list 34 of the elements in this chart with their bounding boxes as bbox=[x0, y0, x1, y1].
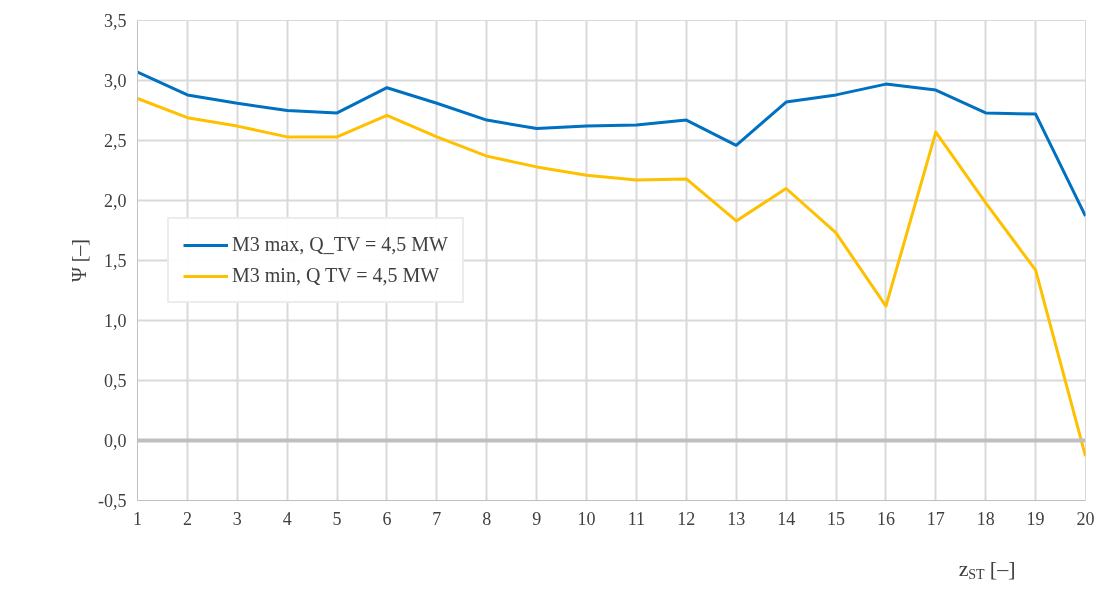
line-series bbox=[137, 97, 1086, 458]
legend-label: M3 min, Q TV = 4,5 MW bbox=[232, 264, 440, 287]
x-tick-label: 7 bbox=[432, 508, 442, 529]
y-tick-label: 0,5 bbox=[104, 371, 127, 391]
y-tick-label: 0,0 bbox=[104, 431, 127, 451]
line-series bbox=[137, 70, 1086, 218]
x-tick-label: 1 bbox=[133, 508, 142, 529]
y-tick-label: 1,0 bbox=[104, 311, 127, 331]
x-tick-label: 4 bbox=[282, 508, 292, 529]
y-tick-label: 3,0 bbox=[104, 71, 127, 91]
y-tick-label: -0,5 bbox=[98, 491, 127, 511]
y-tick-label: 2,5 bbox=[104, 131, 127, 151]
x-tick-label: 2 bbox=[182, 508, 192, 529]
y-tick-label: 1,5 bbox=[104, 251, 127, 271]
x-tick-label: 10 bbox=[577, 508, 596, 529]
x-tick-label: 14 bbox=[777, 508, 796, 529]
x-tick-label: 18 bbox=[976, 508, 995, 529]
x-tick-label: 12 bbox=[677, 508, 696, 529]
x-tick-label: 5 bbox=[332, 508, 342, 529]
legend-label: M3 max, Q_TV = 4,5 MW bbox=[232, 233, 448, 256]
x-tick-label: 3 bbox=[232, 508, 242, 529]
x-tick-label: 13 bbox=[727, 508, 746, 529]
x-tick-label: 8 bbox=[482, 508, 492, 529]
x-tick-label: 15 bbox=[827, 508, 846, 529]
x-tick-label: 9 bbox=[532, 508, 542, 529]
x-tick-label: 11 bbox=[627, 508, 646, 529]
x-tick-label: 16 bbox=[876, 508, 895, 529]
x-tick-label: 19 bbox=[1026, 508, 1045, 529]
y-axis-title: Ψ [–] bbox=[68, 238, 91, 283]
y-tick-label: 2,0 bbox=[104, 191, 127, 211]
y-tick-label: 3,5 bbox=[104, 11, 127, 31]
x-tick-label: 17 bbox=[926, 508, 945, 529]
x-tick-label: 6 bbox=[382, 508, 392, 529]
x-tick-label: 20 bbox=[1076, 508, 1095, 529]
